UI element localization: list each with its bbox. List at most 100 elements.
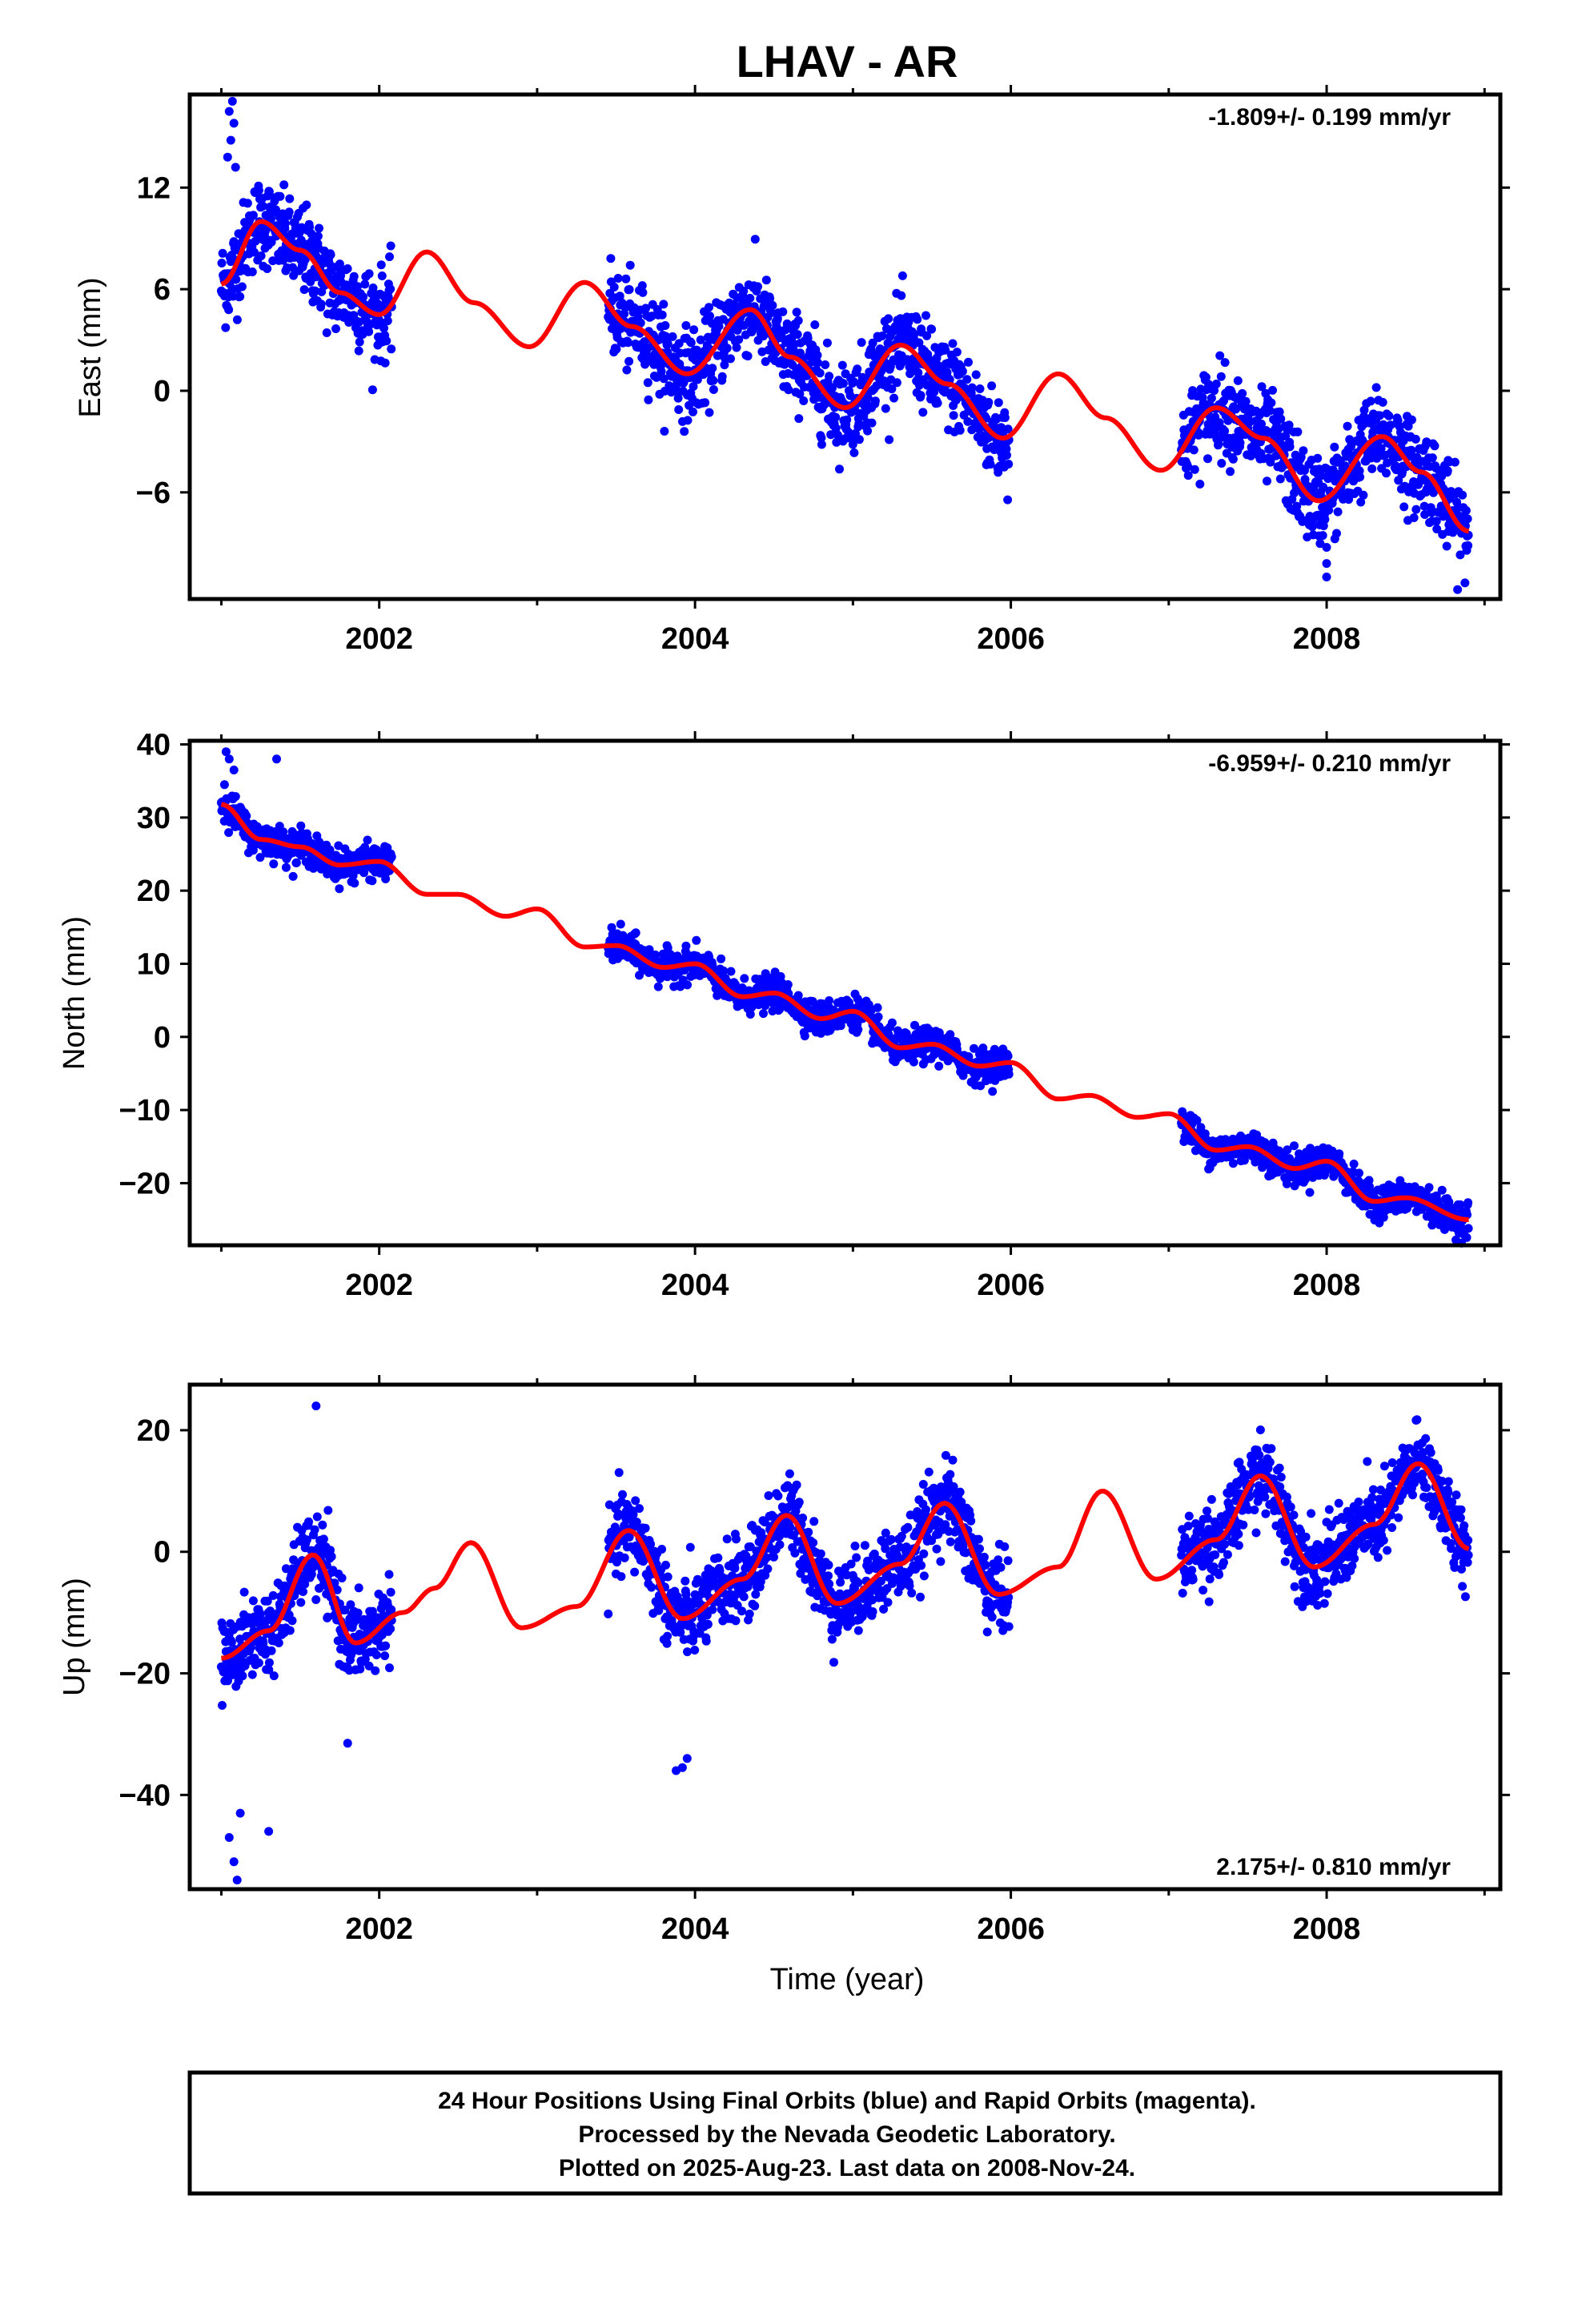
north-x-tick-label: 2002 <box>345 1269 413 1302</box>
up-position-point <box>647 1582 656 1592</box>
east-position-point <box>256 251 266 260</box>
east-position-point <box>656 367 666 376</box>
north-position-point <box>367 876 377 886</box>
east-position-point <box>1183 462 1193 472</box>
up-position-point <box>268 1590 278 1600</box>
up-position-point <box>708 1605 717 1614</box>
up-position-point <box>267 1646 276 1655</box>
up-position-point <box>386 1587 396 1597</box>
east-position-point <box>1257 382 1267 392</box>
up-position-point <box>640 1523 650 1533</box>
east-position-point <box>353 282 362 292</box>
east-outlier-point <box>223 152 232 162</box>
east-position-point <box>967 383 977 392</box>
east-position-point <box>689 407 697 416</box>
up-x-tick-label: 2004 <box>661 1912 729 1946</box>
up-position-point <box>384 1570 394 1579</box>
north-rate-label: -6.959+/- 0.210 mm/yr <box>1208 750 1451 777</box>
east-position-point <box>868 338 877 348</box>
up-position-point <box>683 1647 692 1657</box>
north-y-tick-label: 20 <box>137 875 171 908</box>
east-position-point <box>1320 515 1330 525</box>
east-position-point <box>267 237 276 247</box>
east-position-point <box>360 279 370 289</box>
east-position-point <box>1231 404 1241 414</box>
up-position-point <box>690 1646 700 1655</box>
north-y-tick-label: 30 <box>137 802 171 835</box>
east-position-point <box>1464 541 1473 550</box>
east-position-point <box>1332 529 1341 538</box>
east-position-point <box>674 339 684 348</box>
east-position-point <box>1002 450 1011 460</box>
up-y-tick-label: −40 <box>119 1779 171 1812</box>
east-x-tick-label: 2008 <box>1293 622 1361 656</box>
east-daily-positions <box>216 97 1473 594</box>
north-position-point <box>1464 1224 1473 1233</box>
east-position-point <box>761 275 771 285</box>
east-position-point <box>1003 495 1013 505</box>
east-position-point <box>300 255 310 264</box>
east-position-point <box>1316 471 1326 480</box>
east-position-point <box>1382 468 1391 478</box>
north-position-point <box>288 871 298 881</box>
east-position-point <box>963 416 973 426</box>
up-position-point <box>616 1572 626 1582</box>
east-outlier-point <box>231 163 240 172</box>
east-position-point <box>1004 460 1014 468</box>
up-position-point <box>775 1540 785 1550</box>
north-position-point <box>1464 1198 1473 1208</box>
up-position-point <box>318 1520 327 1530</box>
east-position-point <box>1333 507 1343 517</box>
north-position-point <box>1003 1051 1013 1061</box>
up-position-point <box>304 1517 313 1526</box>
east-position-point <box>247 267 257 276</box>
east-position-point <box>1458 490 1468 500</box>
east-x-tick-label: 2006 <box>977 622 1045 656</box>
east-position-point <box>745 293 755 303</box>
east-position-point <box>1003 424 1013 434</box>
north-outlier-point <box>272 754 281 764</box>
east-position-point <box>835 464 844 474</box>
east-position-point <box>705 408 714 417</box>
east-position-point <box>685 400 694 410</box>
north-position-point <box>887 1018 897 1027</box>
east-position-point <box>913 315 922 324</box>
north-y-tick-label: −10 <box>119 1094 171 1128</box>
east-outlier-point <box>219 292 229 301</box>
north-position-point <box>988 1087 998 1096</box>
east-rate-label: -1.809+/- 0.199 mm/yr <box>1208 104 1451 131</box>
east-position-point <box>1267 398 1276 408</box>
north-position-point <box>281 862 291 872</box>
east-position-point <box>622 365 632 375</box>
east-position-point <box>778 307 788 316</box>
east-position-point <box>620 309 629 319</box>
east-position-point <box>284 207 294 217</box>
north-position-point <box>1462 1232 1472 1242</box>
east-x-tick-label: 2002 <box>345 622 413 656</box>
east-position-point <box>1220 426 1230 436</box>
north-y-tick-label: 40 <box>137 729 171 762</box>
north-position-point <box>1004 1069 1014 1079</box>
east-position-point <box>1285 442 1295 452</box>
up-position-point <box>239 1587 249 1597</box>
east-outlier-point <box>224 107 234 116</box>
north-position-point <box>934 1061 944 1071</box>
east-position-point <box>1233 376 1243 385</box>
east-position-point <box>884 314 893 324</box>
east-position-point <box>722 344 732 353</box>
north-y-tick-label: 0 <box>154 1021 171 1055</box>
east-position-point <box>732 343 741 352</box>
east-position-point <box>892 378 901 388</box>
east-position-point <box>1407 415 1416 424</box>
east-y-tick-label: 6 <box>154 273 171 307</box>
north-x-tick-label: 2004 <box>661 1269 729 1302</box>
north-position-point <box>653 982 663 991</box>
east-position-point <box>842 415 852 424</box>
east-position-point <box>1228 454 1238 464</box>
up-position-point <box>247 1670 257 1679</box>
up-position-point <box>792 1480 801 1490</box>
east-position-point <box>331 324 340 333</box>
up-position-point <box>254 1659 263 1667</box>
